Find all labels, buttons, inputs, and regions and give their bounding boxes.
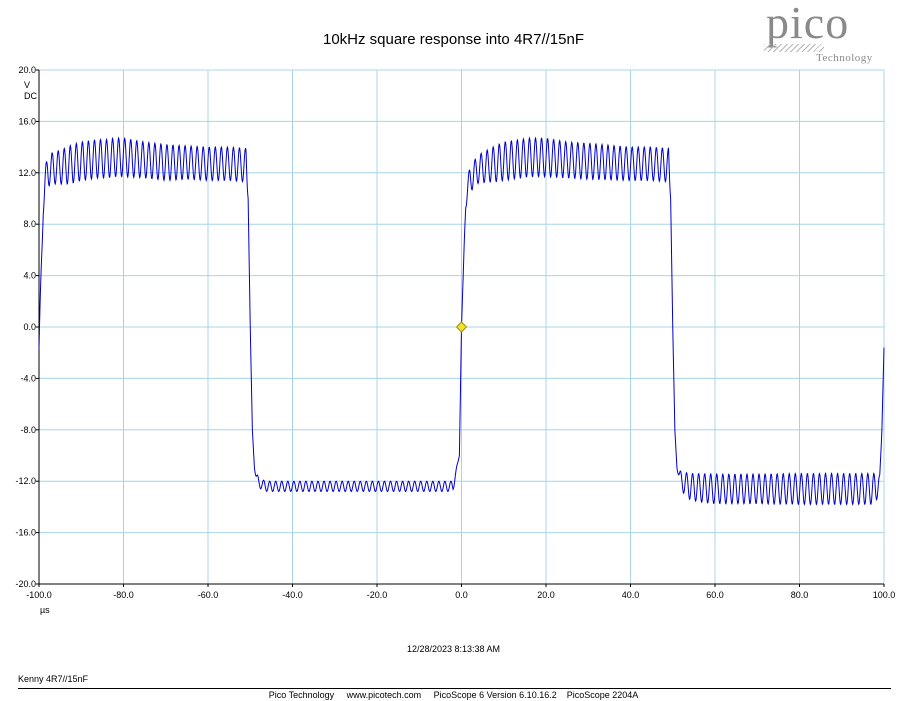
x-tick-label: 60.0	[706, 590, 724, 600]
y-tick-label: 20.0	[18, 65, 36, 75]
logo-word: pico	[766, 0, 850, 48]
capture-timestamp: 12/28/2023 8:13:38 AM	[406, 644, 501, 654]
y-axis-label: DC	[24, 91, 37, 101]
x-tick-label: 80.0	[791, 590, 809, 600]
y-tick-label: -12.0	[15, 476, 36, 486]
y-tick-label: -20.0	[15, 579, 36, 589]
y-axis-label: V	[24, 80, 30, 90]
y-tick-label: 16.0	[18, 116, 36, 126]
y-tick-label: 12.0	[18, 168, 36, 178]
y-tick-label: 4.0	[23, 271, 36, 281]
x-tick-label: 100.0	[873, 590, 896, 600]
trigger-marker-icon	[455, 321, 468, 333]
pico-logo: pico Technology	[760, 0, 900, 66]
footer-divider	[18, 688, 891, 689]
y-tick-label: -8.0	[20, 425, 36, 435]
x-tick-label: -40.0	[282, 590, 303, 600]
capture-note: Kenny 4R7//15nF	[18, 674, 89, 684]
x-tick-label: -20.0	[367, 590, 388, 600]
footer-text: Pico Technology www.picotech.com PicoSco…	[268, 690, 639, 700]
y-tick-label: 8.0	[23, 219, 36, 229]
logo-stripes-icon	[764, 44, 824, 52]
x-tick-label: -60.0	[198, 590, 219, 600]
x-axis-label: µs	[40, 605, 50, 615]
y-tick-label: -16.0	[15, 528, 36, 538]
x-tick-label: 20.0	[537, 590, 555, 600]
y-tick-label: 0.0	[23, 322, 36, 332]
x-tick-label: 0.0	[455, 590, 468, 600]
y-tick-label: -4.0	[20, 373, 36, 383]
x-tick-label: -100.0	[26, 590, 52, 600]
x-tick-label: 40.0	[622, 590, 640, 600]
logo-subtitle: Technology	[816, 52, 873, 64]
chart-title: 10kHz square response into 4R7//15nF	[323, 31, 584, 48]
x-tick-label: -80.0	[113, 590, 134, 600]
